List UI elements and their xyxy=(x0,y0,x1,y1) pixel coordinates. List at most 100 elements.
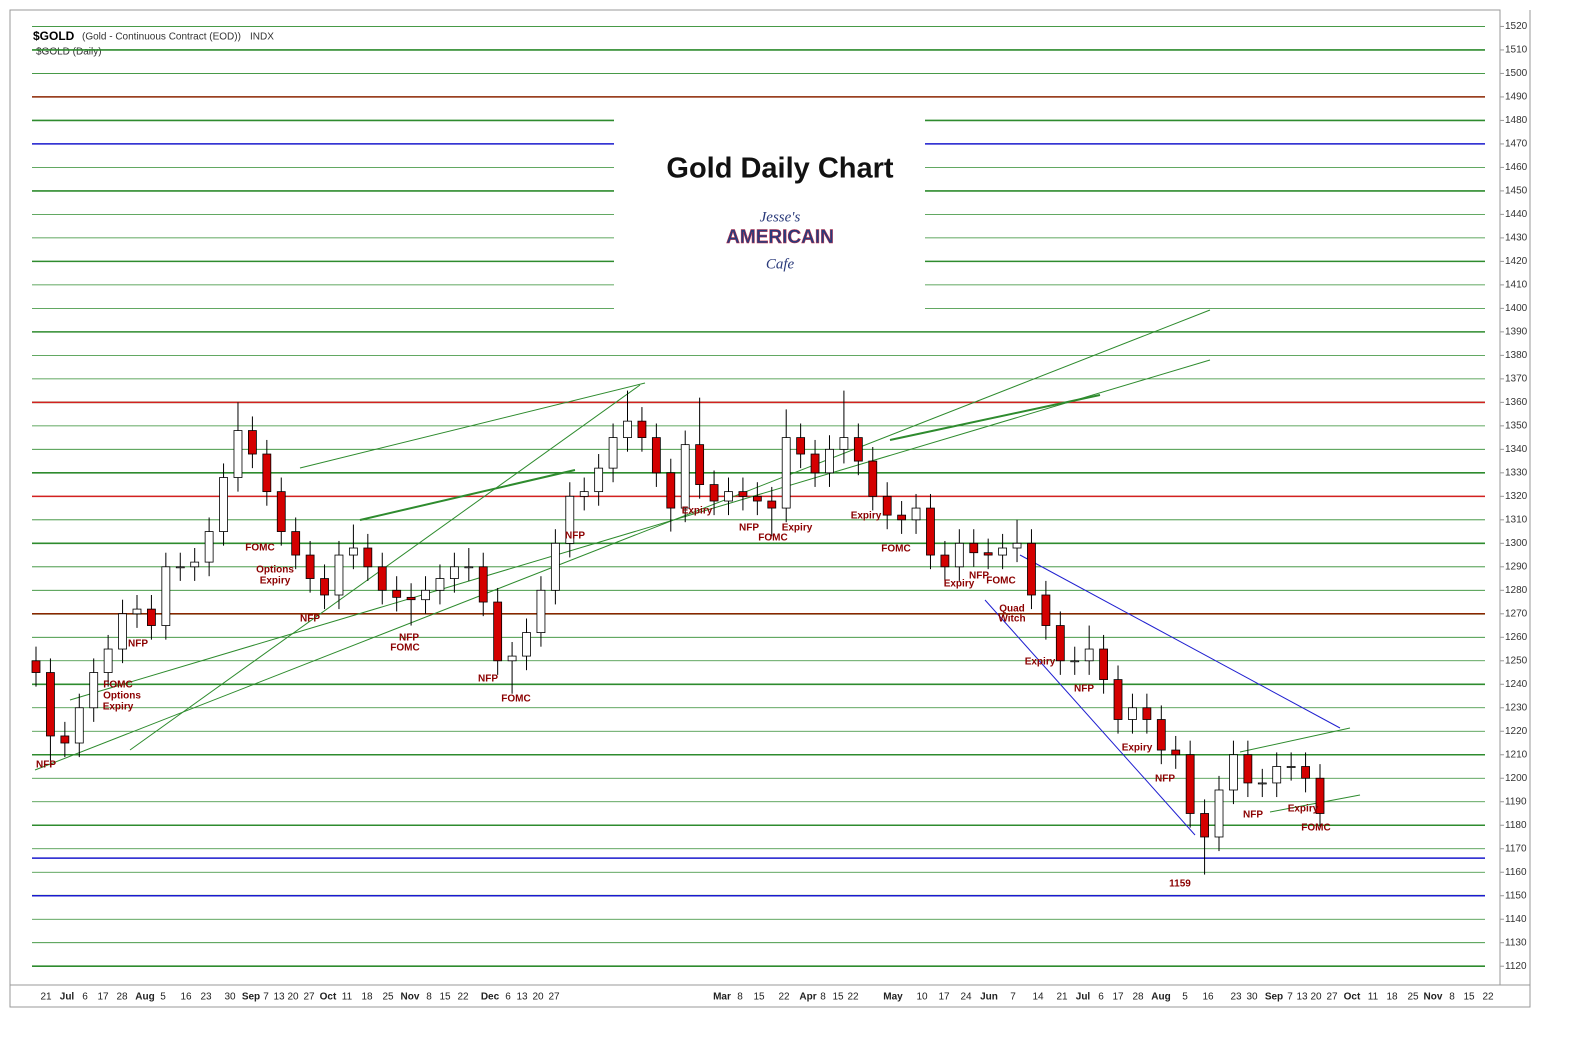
candle-body xyxy=(1301,766,1310,779)
x-tick-label: 16 xyxy=(180,992,192,1003)
x-tick-label: 7 xyxy=(263,992,269,1003)
candle-body xyxy=(132,608,142,615)
candle-body xyxy=(1185,754,1195,814)
candle-body xyxy=(363,547,373,568)
x-tick-label: 21 xyxy=(1056,992,1068,1003)
candle-body xyxy=(219,477,228,532)
candle-body xyxy=(161,566,171,626)
annotation: NFP xyxy=(36,760,56,771)
candle-body xyxy=(709,484,719,502)
candle-body xyxy=(680,444,690,509)
annotation: FOMC xyxy=(1301,823,1330,834)
x-tick-label: 7 xyxy=(1010,992,1016,1003)
x-tick-label: 15 xyxy=(1463,992,1475,1003)
y-tick-label: 1320 xyxy=(1505,491,1528,502)
candle-body xyxy=(781,437,791,509)
y-tick-label: 1190 xyxy=(1505,796,1527,807)
candle-body xyxy=(767,500,777,509)
x-tick-label: Nov xyxy=(1424,992,1443,1003)
x-tick-label: 20 xyxy=(1310,992,1322,1003)
trend-line xyxy=(889,394,1101,441)
y-tick-label: 1410 xyxy=(1505,280,1528,291)
x-tick-label: 13 xyxy=(516,992,528,1003)
candle-body xyxy=(435,578,445,591)
candle-body xyxy=(897,514,907,521)
candle-body xyxy=(46,672,55,737)
candle-body xyxy=(89,672,99,709)
y-tick-label: 1160 xyxy=(1505,867,1527,878)
x-tick-label: Jun xyxy=(980,992,998,1003)
candle-body xyxy=(666,472,676,509)
candle-body xyxy=(31,660,41,673)
y-tick-label: 1390 xyxy=(1505,327,1528,338)
candle-body xyxy=(825,448,834,474)
logo-main: AMERICAIN xyxy=(726,227,834,248)
annotation: Expiry xyxy=(1122,743,1153,754)
candle-body xyxy=(868,460,878,497)
candle-body xyxy=(1229,754,1238,791)
y-tick-label: 1400 xyxy=(1505,303,1528,314)
candle-body xyxy=(724,491,733,502)
x-tick-label: 27 xyxy=(303,992,315,1003)
y-tick-label: 1510 xyxy=(1505,45,1528,56)
candle-body xyxy=(1012,542,1022,549)
candle-body xyxy=(1171,749,1181,756)
y-tick-label: 1230 xyxy=(1505,702,1528,713)
x-tick-label: 22 xyxy=(457,992,469,1003)
x-tick-label: 30 xyxy=(1246,992,1258,1003)
x-tick-label: 5 xyxy=(1182,992,1188,1003)
y-tick-label: 1360 xyxy=(1505,397,1528,408)
symbol: $GOLD xyxy=(33,29,75,43)
candle-body xyxy=(839,437,849,450)
x-tick-label: 27 xyxy=(1326,992,1338,1003)
candle-body xyxy=(1128,707,1137,720)
candle-body xyxy=(522,632,531,657)
chart-title: Gold Daily Chart xyxy=(666,153,894,185)
annotation: FOMC xyxy=(501,694,530,705)
annotation: Expiry xyxy=(851,511,882,522)
x-tick-label: 8 xyxy=(737,992,743,1003)
candle-body xyxy=(103,648,113,673)
candle-body xyxy=(1257,782,1267,785)
y-tick-label: 1220 xyxy=(1505,726,1528,737)
x-tick-label: 16 xyxy=(1202,992,1214,1003)
annotation: 1159 xyxy=(1169,879,1191,890)
candle-body xyxy=(853,437,863,462)
candle-body xyxy=(969,542,979,554)
annotation: NFP xyxy=(1155,774,1175,785)
candle-body xyxy=(594,467,604,493)
y-tick-label: 1180 xyxy=(1505,820,1527,831)
candle-body xyxy=(608,437,618,469)
candle-body xyxy=(464,566,474,569)
x-tick-label: Sep xyxy=(1265,992,1283,1003)
candle-body xyxy=(536,589,546,633)
annotation: FOMC xyxy=(390,643,419,654)
trend-line xyxy=(359,469,576,521)
x-tick-label: 22 xyxy=(778,992,790,1003)
y-tick-label: 1260 xyxy=(1505,632,1528,643)
candle-body xyxy=(1113,679,1123,720)
y-tick-label: 1440 xyxy=(1505,209,1528,220)
annotation: NFP xyxy=(969,571,989,582)
x-tick-label: 28 xyxy=(1132,992,1144,1003)
annotation: FOMC xyxy=(881,544,910,555)
candle-body xyxy=(233,430,243,478)
candle-body xyxy=(449,566,459,579)
trend-line xyxy=(984,599,1196,836)
candle-body xyxy=(118,613,127,650)
description: (Gold - Continuous Contract (EOD)) xyxy=(82,32,241,43)
x-tick-label: 11 xyxy=(1368,992,1379,1003)
x-tick-label: 13 xyxy=(1296,992,1308,1003)
y-tick-label: 1500 xyxy=(1505,68,1528,79)
x-tick-label: 21 xyxy=(40,992,52,1003)
candle-body xyxy=(262,453,272,493)
candle-body xyxy=(738,491,748,497)
x-tick-label: 15 xyxy=(832,992,844,1003)
candle-body xyxy=(175,566,185,569)
candle-body xyxy=(810,453,820,474)
candle-body xyxy=(147,608,156,626)
x-tick-label: 20 xyxy=(532,992,544,1003)
candle-body xyxy=(579,491,589,497)
x-tick-label: 15 xyxy=(753,992,765,1003)
y-tick-label: 1130 xyxy=(1505,937,1527,948)
